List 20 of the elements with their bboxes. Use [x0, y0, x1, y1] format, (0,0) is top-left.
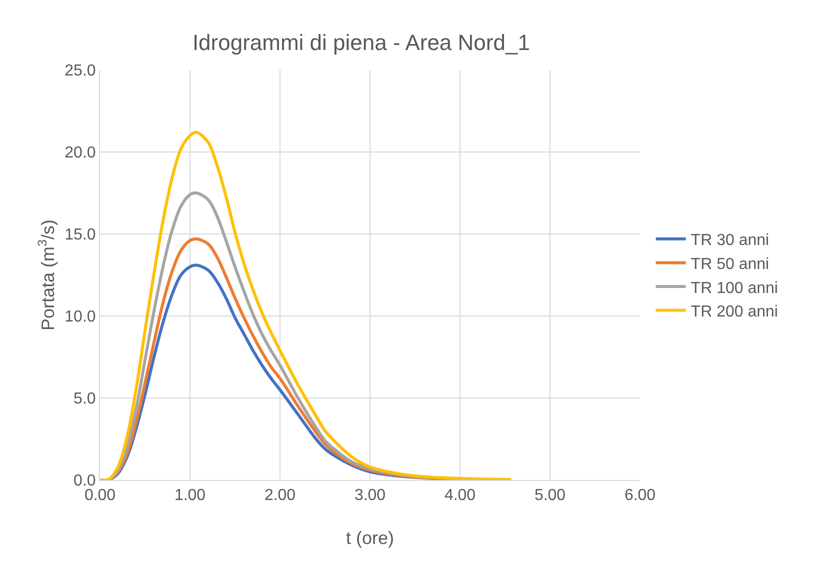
x-tick-label: 1.00	[174, 487, 206, 504]
x-tick-label: 2.00	[264, 487, 296, 504]
y-tick-label: 0.0	[74, 472, 96, 490]
x-axis-title: t (ore)	[346, 528, 394, 548]
y-tick-label: 20.0	[64, 144, 96, 162]
legend-label: TR 100 anni	[690, 280, 778, 297]
x-tick-label: 3.00	[354, 487, 386, 504]
legend-label: TR 200 anni	[690, 304, 778, 321]
y-tick-label: 25.0	[64, 62, 96, 80]
line-series	[100, 130, 513, 480]
x-tick-label: 6.00	[624, 487, 656, 504]
x-tick-label: 4.00	[444, 487, 476, 504]
x-tick-label: 0.00	[84, 487, 116, 504]
chart-title: Idrogrammi di piena - Area Nord_1	[192, 30, 530, 55]
legend-label: TR 50 anni	[690, 256, 770, 273]
y-tick-label: 10.0	[64, 308, 96, 326]
y-tick-label: 5.0	[74, 390, 96, 408]
legend-label: TR 30 anni	[690, 232, 770, 250]
y-tick-label: 15.0	[64, 226, 96, 244]
x-tick-label: 5.00	[534, 487, 566, 504]
